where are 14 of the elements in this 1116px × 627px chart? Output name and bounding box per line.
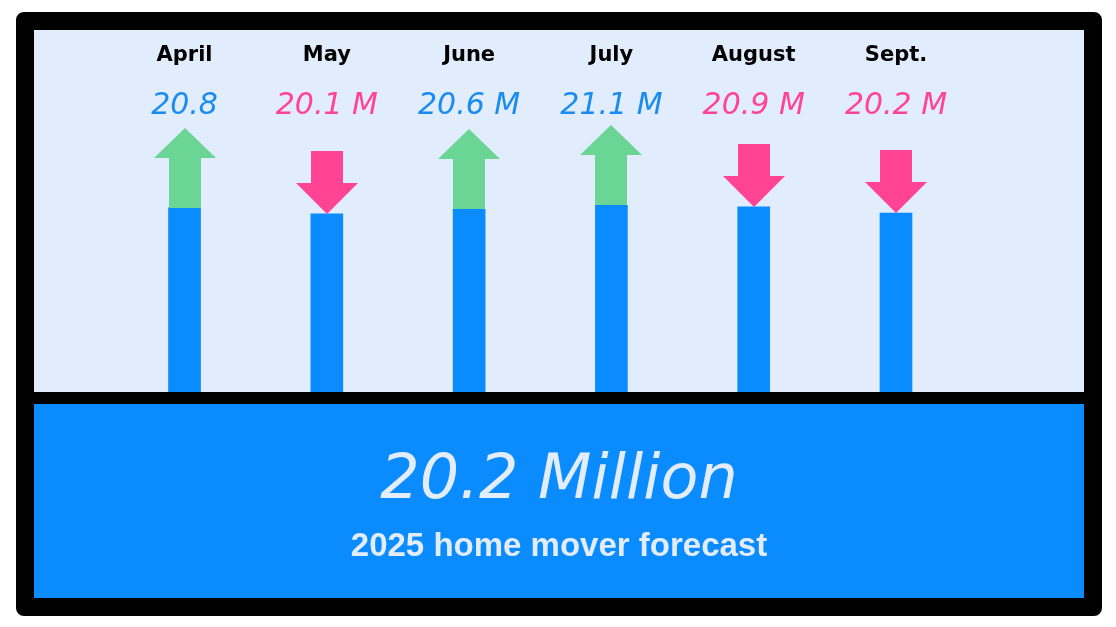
data-label: 20.1 M [275,85,379,121]
data-label: 20.8 [151,85,218,121]
text: 2025 home mover forecast [349,525,769,565]
x-tick-label: August [711,41,796,66]
x-tick-label: Sept. [864,41,928,66]
data-label: 20.2 M [844,85,948,121]
x-tick-label: April [156,41,213,66]
x-tick-label: June [441,41,496,66]
x-tick-label: May [302,41,352,66]
text: 20.2 Million [379,440,739,514]
data-label: 20.6 M [418,85,521,121]
data-label: 20.9 M [702,85,805,121]
x-tick-label: July [587,41,634,66]
data-label: 21.1 M [560,85,663,121]
